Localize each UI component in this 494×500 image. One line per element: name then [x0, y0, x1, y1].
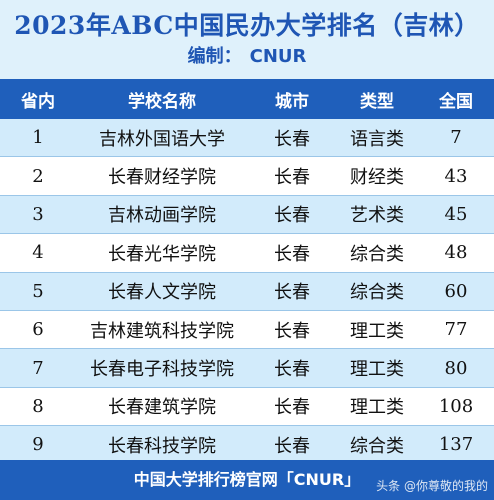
table-row: 8 长春建筑学院 长春 理工类 108: [0, 387, 494, 427]
cell-school-name: 长春建筑学院: [76, 387, 248, 427]
cell-city: 长春: [248, 195, 336, 235]
table-row: 5 长春人文学院 长春 综合类 60: [0, 272, 494, 311]
column-header-type: 类型: [336, 79, 418, 119]
table-row: 6 吉林建筑科技学院 长春 理工类 77: [0, 310, 494, 350]
cell-national-rank: 45: [418, 195, 494, 235]
cell-school-name: 吉林建筑科技学院: [76, 310, 248, 350]
cell-national-rank: 60: [418, 272, 494, 311]
table-row: 1 吉林外国语大学 长春 语言类 7: [0, 119, 494, 158]
cell-city: 长春: [248, 348, 336, 388]
cell-national-rank: 137: [418, 425, 494, 465]
cell-province-rank: 7: [0, 348, 76, 388]
cell-type: 综合类: [336, 272, 418, 311]
editor-label: 编制：: [187, 46, 242, 67]
cell-type: 理工类: [336, 387, 418, 427]
footer: 中国大学排行榜官网「CNUR」: [0, 460, 494, 500]
cell-type: 语言类: [336, 119, 418, 158]
cell-school-name: 吉林外国语大学: [76, 119, 248, 158]
cell-type: 理工类: [336, 348, 418, 388]
cell-province-rank: 2: [0, 156, 76, 196]
cell-province-rank: 5: [0, 272, 76, 311]
cell-school-name: 吉林动画学院: [76, 195, 248, 235]
cell-city: 长春: [248, 119, 336, 158]
table-row: 7 长春电子科技学院 长春 理工类 80: [0, 348, 494, 388]
table-row: 2 长春财经学院 长春 财经类 43: [0, 156, 494, 196]
column-header-school-name: 学校名称: [76, 79, 248, 119]
cell-type: 财经类: [336, 156, 418, 196]
cell-national-rank: 7: [418, 119, 494, 158]
table-row: 4 长春光华学院 长春 综合类 48: [0, 233, 494, 273]
cell-province-rank: 1: [0, 119, 76, 158]
cell-city: 长春: [248, 156, 336, 196]
cell-city: 长春: [248, 272, 336, 311]
cell-national-rank: 48: [418, 233, 494, 273]
ranking-table: 省内 学校名称 城市 类型 全国 1 吉林外国语大学 长春 语言类 7 2 长春…: [0, 79, 494, 465]
table-row: 9 长春科技学院 长春 综合类 137: [0, 425, 494, 465]
cell-type: 综合类: [336, 425, 418, 465]
cell-type: 艺术类: [336, 195, 418, 235]
cell-province-rank: 9: [0, 425, 76, 465]
cell-school-name: 长春电子科技学院: [76, 348, 248, 388]
cell-type: 理工类: [336, 310, 418, 350]
page-title: 2023年ABC中国民办大学排名（吉林）: [14, 11, 480, 40]
editor-line: 编制： CNUR: [0, 44, 494, 70]
column-header-city: 城市: [248, 79, 336, 119]
cell-school-name: 长春人文学院: [76, 272, 248, 311]
cell-province-rank: 4: [0, 233, 76, 273]
cell-province-rank: 3: [0, 195, 76, 235]
cell-city: 长春: [248, 310, 336, 350]
table-header-row: 省内 学校名称 城市 类型 全国: [0, 79, 494, 119]
cell-national-rank: 108: [418, 387, 494, 427]
table-row: 3 吉林动画学院 长春 艺术类 45: [0, 195, 494, 235]
cell-city: 长春: [248, 387, 336, 427]
cell-school-name: 长春光华学院: [76, 233, 248, 273]
column-header-national-rank: 全国: [418, 79, 494, 119]
cell-school-name: 长春科技学院: [76, 425, 248, 465]
cell-school-name: 长春财经学院: [76, 156, 248, 196]
editor-value: CNUR: [249, 46, 307, 67]
cell-province-rank: 8: [0, 387, 76, 427]
cell-type: 综合类: [336, 233, 418, 273]
cell-national-rank: 77: [418, 310, 494, 350]
watermark: 头条 @你尊敬的我的: [376, 479, 488, 493]
cell-province-rank: 6: [0, 310, 76, 350]
column-header-province-rank: 省内: [0, 79, 76, 119]
header: 2023年ABC中国民办大学排名（吉林） 编制： CNUR: [0, 0, 494, 79]
footer-text: 中国大学排行榜官网「CNUR」: [133, 470, 361, 489]
cell-national-rank: 80: [418, 348, 494, 388]
cell-city: 长春: [248, 233, 336, 273]
cell-national-rank: 43: [418, 156, 494, 196]
cell-city: 长春: [248, 425, 336, 465]
